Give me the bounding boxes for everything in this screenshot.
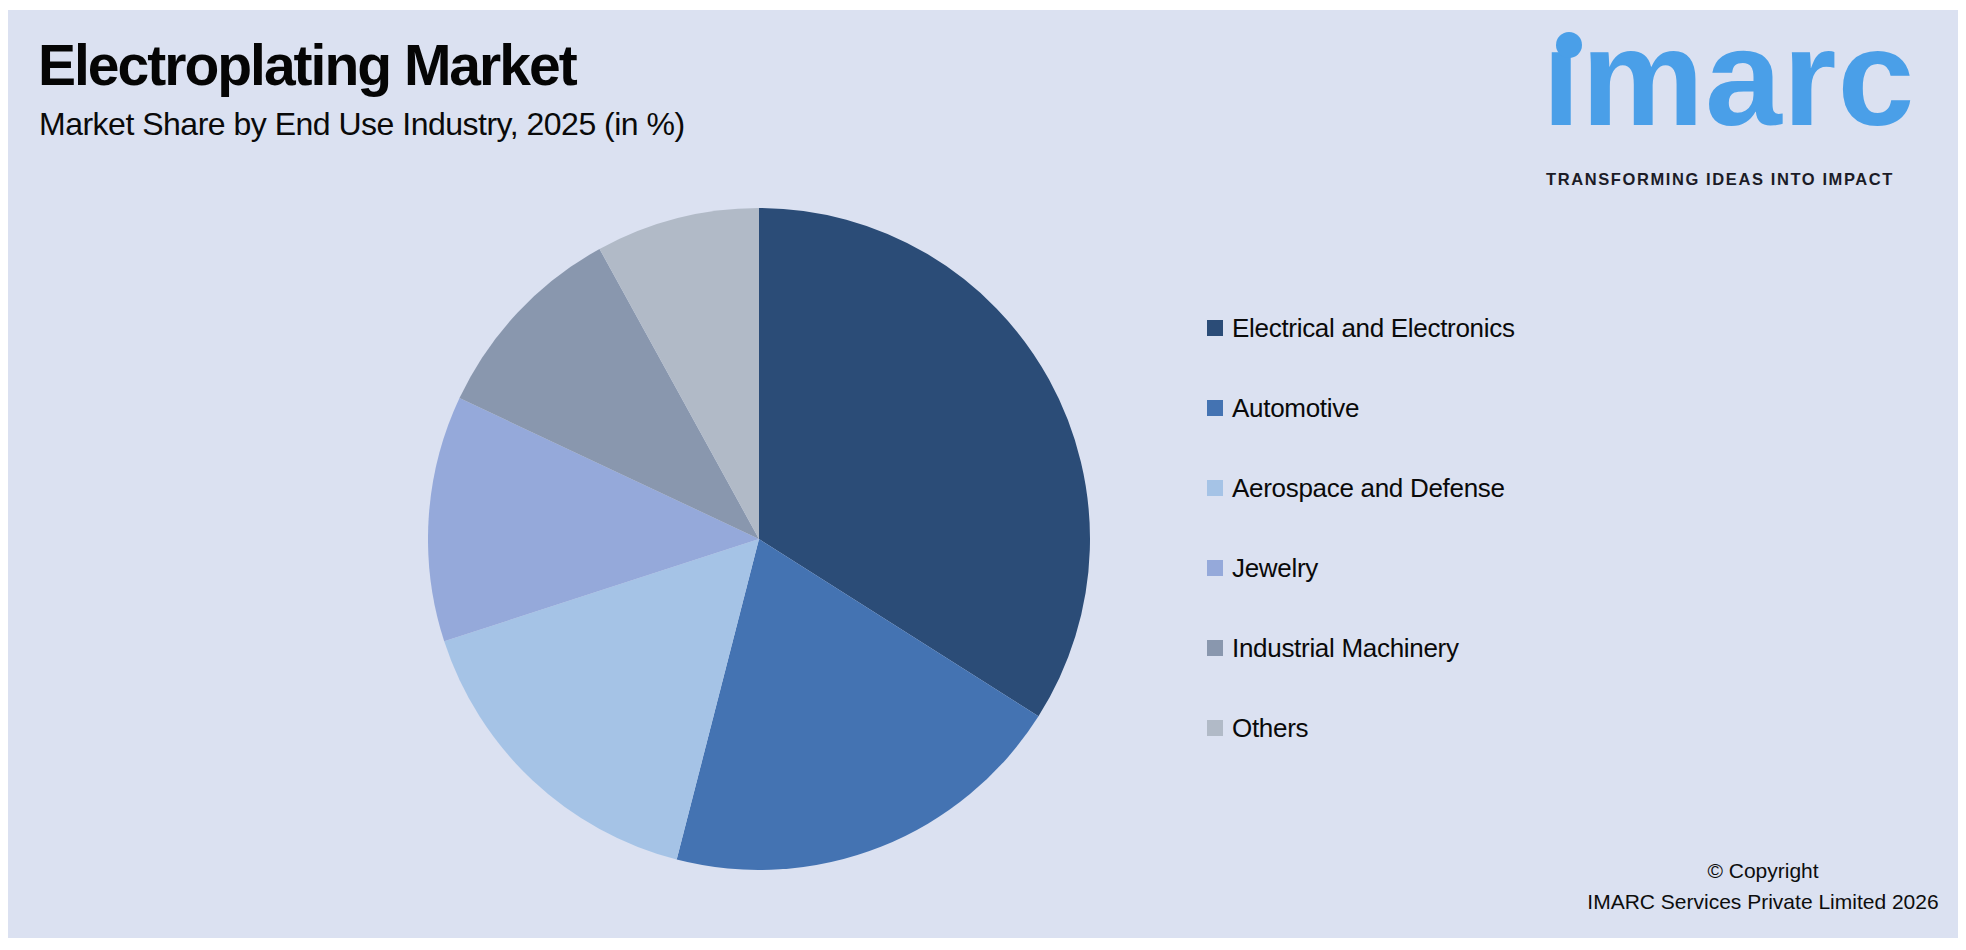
- legend-label: Aerospace and Defense: [1232, 473, 1505, 504]
- legend-swatch-icon: [1207, 640, 1223, 656]
- copyright-line2: IMARC Services Private Limited 2026: [1548, 886, 1966, 917]
- legend-swatch-icon: [1207, 320, 1223, 336]
- legend-label: Jewelry: [1232, 553, 1318, 584]
- logo-dot-icon: [1556, 32, 1582, 58]
- legend-item: Automotive: [1207, 393, 1515, 423]
- legend-item: Jewelry: [1207, 553, 1515, 583]
- page-subtitle: Market Share by End Use Industry, 2025 (…: [39, 106, 685, 143]
- legend-item: Electrical and Electronics: [1207, 313, 1515, 343]
- pie-chart: [428, 208, 1090, 870]
- logo-tagline: TRANSFORMING IDEAS INTO IMPACT: [1546, 170, 1894, 189]
- legend-label: Automotive: [1232, 393, 1359, 424]
- legend-item: Aerospace and Defense: [1207, 473, 1515, 503]
- legend-label: Electrical and Electronics: [1232, 313, 1515, 344]
- copyright-line1: © Copyright: [1548, 855, 1966, 886]
- legend-swatch-icon: [1207, 560, 1223, 576]
- legend-label: Others: [1232, 713, 1308, 744]
- legend-swatch-icon: [1207, 720, 1223, 736]
- logo-wordmark: ımarc: [1542, 8, 1915, 146]
- chart-canvas: Electroplating Market Market Share by En…: [8, 10, 1958, 938]
- legend-label: Industrial Machinery: [1232, 633, 1459, 664]
- legend-item: Industrial Machinery: [1207, 633, 1515, 663]
- page-title: Electroplating Market: [38, 32, 576, 98]
- legend-item: Others: [1207, 713, 1515, 743]
- legend: Electrical and Electronics Automotive Aero…: [1207, 313, 1515, 743]
- legend-swatch-icon: [1207, 400, 1223, 416]
- copyright-notice: © Copyright IMARC Services Private Limit…: [1548, 855, 1966, 917]
- legend-swatch-icon: [1207, 480, 1223, 496]
- pie-chart-svg: [428, 208, 1090, 870]
- imarc-logo: ımarc TRANSFORMING IDEAS INTO IMPACT: [1542, 18, 1942, 203]
